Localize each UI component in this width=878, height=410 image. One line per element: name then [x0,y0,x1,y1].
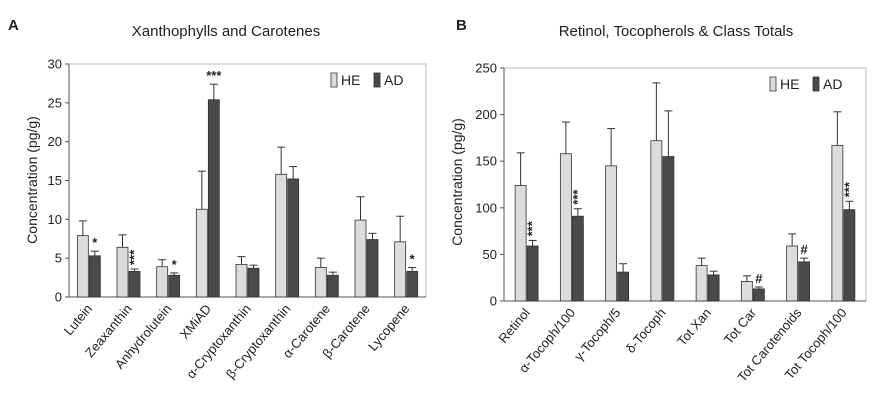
panel-b-category-label: Tot Car [721,305,760,347]
panel-a-y-tick-label: 30 [48,57,62,72]
panel-b-category-label: Tot Xan [674,305,714,348]
panel-b-y-tick-label: 200 [475,107,497,122]
panel-b-bar-he [650,140,663,302]
panel-a-y-tick-label: 0 [55,290,62,305]
panel-a-bar-ad [168,274,181,298]
panel-a-bar-ad [207,99,220,298]
panel-a-bar-he [354,219,367,298]
panel-a-y-tick-label: 5 [55,251,62,266]
panel-b-y-tick-label: 100 [475,200,497,215]
panel-b-significance-mark: *** [570,189,585,205]
panel-b-category-label: δ-Tocoph [623,305,669,356]
panel-a-bar-ad [287,178,300,298]
panel-a-bar-ad [128,270,141,298]
panel-b-y-tick-label: 50 [483,247,497,262]
panel-a-bar-he [394,241,407,298]
panel-b-legend-label-ad: AD [823,76,842,92]
panel-b-legend-label-he: HE [780,76,799,92]
panel-a-category-label: XMiAD [177,301,214,342]
panel-a-bar-he [275,173,288,298]
panel-a-bar-ad [88,255,101,298]
panel-b-chart: B Retinol, Tocopherols & Class Totals Co… [449,17,867,385]
panel-b-bar-ad [571,215,584,302]
panel-b-y-tick-label: 0 [490,294,497,309]
panel-b-significance-mark: # [801,242,809,257]
panel-a-y-axis-title: Concentration (pg/g) [24,116,40,244]
panel-b-y-tick-label: 250 [475,61,497,76]
panel-b-plot-frame [503,67,867,302]
panel-b-bar-he [740,281,753,302]
panel-b-bar-he [605,165,618,302]
panel-b-title: Retinol, Tocopherols & Class Totals [559,23,794,40]
panel-a-bar-ad [247,267,260,298]
panel-a-bar-ad [406,270,419,298]
panel-b-category-label: γ-Tocoph/5 [571,305,623,363]
panel-a-significance-mark: * [92,235,98,250]
panel-a-category-label: Lutein [61,301,95,338]
panel-b-bar-ad [843,209,856,302]
panel-b-bar-ad [752,288,765,302]
panel-a-bar-ad [366,239,379,298]
panel-b-bar-he [831,144,844,302]
panel-a-bar-he [314,267,327,298]
panel-b-legend-swatch-ad [812,76,820,92]
panel-b-legend-swatch-he [769,76,777,92]
panel-a-y-tick-label: 20 [48,134,62,149]
panel-b-y-tick-label: 150 [475,154,497,169]
panel-b-bar-he [695,265,708,302]
panel-b-significance-mark: *** [525,220,540,236]
panel-b-y-axis-title: Concentration (pg/g) [449,118,465,246]
panel-b-label: B [456,17,467,34]
panel-a-title: Xanthophylls and Carotenes [132,23,320,40]
panel-b-significance-mark: *** [841,181,856,197]
panel-b-bar-ad [798,261,811,302]
panel-a-legend-swatch-he [330,72,338,88]
panel-a-legend-label-he: HE [341,72,360,88]
panel-a-label: A [8,17,19,34]
panel-b-bar-ad [617,271,630,302]
panel-a-legend-label-ad: AD [384,72,403,88]
panel-b-category-label: Retinol [495,305,533,346]
panel-a-significance-mark: * [410,251,416,266]
panel-a-y-tick-label: 10 [48,212,62,227]
panel-a-bar-he [156,266,169,298]
panel-a-chart: A Xanthophylls and Carotenes Concentrati… [8,17,427,381]
panel-b-bar-he [514,185,527,302]
panel-a-significance-mark: *** [127,249,142,265]
panel-b-bar-ad [707,274,720,302]
panel-a-bar-he [76,235,89,298]
panel-b-bar-ad [526,245,539,302]
panel-a-bar-he [195,208,208,298]
panel-b-bar-he [559,153,572,302]
panel-a-bar-ad [326,274,339,298]
panel-b-significance-mark: # [755,271,763,286]
panel-a-significance-mark: * [172,257,178,272]
panel-a-significance-mark: *** [206,68,222,83]
panel-a-y-tick-label: 25 [48,95,62,110]
panel-b-bar-ad [662,156,675,302]
panel-a-legend-swatch-ad [373,72,381,88]
panel-b-bar-he [786,245,799,302]
panel-a-y-tick-label: 15 [48,173,62,188]
panel-a-bar-he [235,263,248,298]
panel-a-category-label: Lycopene [365,301,412,353]
